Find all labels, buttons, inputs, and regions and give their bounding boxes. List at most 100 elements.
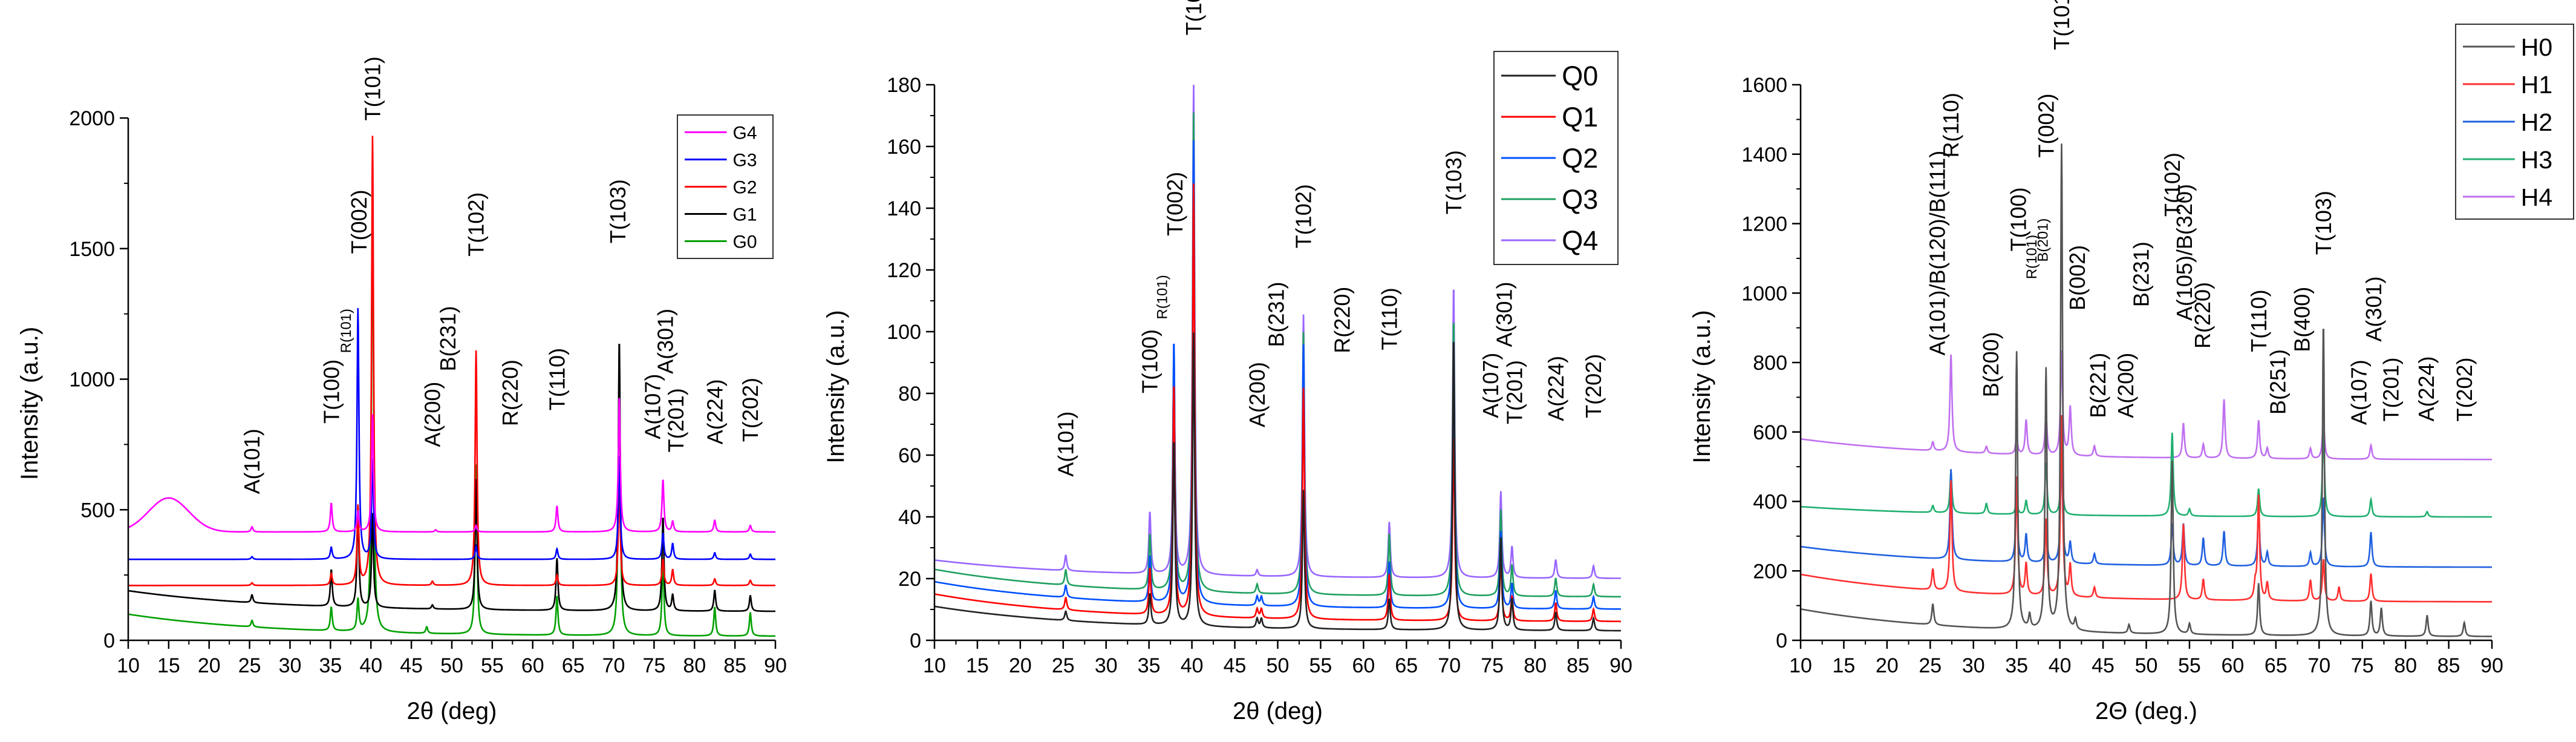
y-tick-label: 800 [1753,352,1787,375]
series-line-Q4 [934,84,1621,579]
y-tick-label: 400 [1753,491,1787,514]
legend-label: H1 [2521,71,2552,99]
y-tick-label: 40 [898,506,921,529]
peak-annotation: A(107) [1478,353,1503,418]
peak-annotation: T(110) [1377,287,1402,350]
x-tick-label: 40 [1181,654,1204,677]
legend-label: G2 [733,177,757,197]
series-line-H3 [1801,430,2492,518]
y-tick-label: 0 [910,629,921,652]
x-tick-label: 55 [1309,654,1332,677]
y-tick-label: 20 [898,568,921,591]
peak-annotation: A(107) [640,374,665,439]
peak-annotation: T(002) [347,189,371,254]
peak-annotation: T(202) [738,378,763,442]
peak-annotation: T(201) [664,388,688,452]
peak-annotation: R(220) [2190,282,2215,349]
y-axis-label: Intensity (a.u.) [16,327,43,480]
legend: H0 H1 H2 H3 H4 [2455,24,2574,220]
x-tick-label: 20 [198,654,221,677]
x-tick-label: 40 [359,654,382,677]
legend-label: H4 [2521,183,2552,211]
x-tick-label: 60 [2221,654,2244,677]
y-tick-label: 600 [1753,421,1787,444]
series-line-G3 [128,307,775,560]
x-tick-label: 75 [1481,654,1504,677]
series-line-Q1 [934,183,1621,623]
peak-annotation: A(107) [2347,360,2372,425]
x-axis-label: 2θ (deg) [1233,698,1323,724]
peak-annotation: A(301) [2361,277,2386,342]
peak-annotation: A(200) [420,382,445,447]
peak-annotation: B(400) [2289,287,2314,352]
x-tick-label: 45 [1224,654,1247,677]
legend: Q0 Q1 Q2 Q3 Q4 [1493,51,1619,265]
peak-annotation: T(102) [1291,184,1316,248]
peak-annotation: A(224) [2414,356,2439,421]
peak-annotation: A(101)/B(120)/B(111) [1925,151,1949,356]
x-tick-label: 55 [481,654,504,677]
x-tick-label: 55 [2178,654,2201,677]
peak-annotation: B(002) [2065,245,2090,310]
x-tick-label: 60 [1352,654,1375,677]
peak-annotation: B(221) [2085,353,2110,418]
y-tick-label: 2000 [69,107,115,130]
peak-annotation: A(224) [702,379,727,444]
x-tick-label: 80 [1524,654,1547,677]
x-tick-label: 25 [1052,654,1075,677]
y-axis-label: Intensity (a.u.) [1689,310,1715,463]
x-tick-label: 75 [2351,654,2374,677]
peak-annotation: T(100) [1138,329,1162,393]
x-tick-label: 45 [2092,654,2115,677]
legend-label: Q2 [1562,143,1598,174]
series-line-G1 [128,344,775,612]
series-line-Q2 [934,140,1621,610]
x-tick-label: 80 [2394,654,2417,677]
peak-annotation: B(231) [435,306,460,371]
legend-label: Q4 [1562,225,1598,256]
x-tick-label: 70 [1438,654,1461,677]
y-tick-label: 120 [887,259,921,282]
peak-annotation: R(101) [1154,275,1170,319]
y-tick-label: 180 [887,74,921,97]
peak-annotation: R(220) [1330,287,1355,353]
peak-annotation: T(101) [1181,0,1206,35]
peak-annotation: T(103) [605,179,630,243]
x-tick-label: 70 [2307,654,2330,677]
chart-panel-h: 10 15 20 25 30 35 40 45 50 55 60 65 70 75 80 85 90 0 200 40… [1689,0,2574,724]
y-tick-label: 1600 [1741,74,1787,97]
peak-annotation: T(202) [1581,354,1606,418]
peak-annotation: B(200) [1978,332,2003,397]
legend-label: Q3 [1562,184,1598,215]
legend-label: H0 [2521,33,2552,61]
y-tick-label: 200 [1753,560,1787,583]
peak-annotation: T(101) [2049,0,2074,50]
peak-annotation: R(101) [2024,235,2040,279]
peak-annotation: T(201) [1502,360,1527,424]
x-tick-label: 50 [1267,654,1290,677]
legend-label: Q0 [1562,61,1598,91]
x-tick-label: 85 [2437,654,2460,677]
series-line-H4 [1800,350,2492,461]
y-tick-label: 500 [80,499,115,522]
peak-annotation: A(101) [240,428,264,494]
series-line-Q3 [934,112,1621,598]
y-tick-label: 100 [887,321,921,344]
legend-label: G3 [733,150,757,170]
peak-annotation: A(301) [653,309,678,374]
y-tick-label: 60 [898,444,921,467]
x-tick-label: 75 [642,654,665,677]
x-tick-label: 20 [1009,654,1032,677]
legend-label: H2 [2521,108,2552,136]
x-tick-label: 65 [2265,654,2287,677]
y-tick-label: 0 [1776,629,1787,652]
y-tick-label: 1000 [69,369,115,392]
x-tick-label: 80 [683,654,706,677]
series-line-G2 [128,136,775,586]
x-tick-label: 90 [2480,654,2503,677]
x-tick-label: 70 [602,654,625,677]
x-tick-label: 50 [2135,654,2158,677]
x-tick-label: 30 [1962,654,1985,677]
x-tick-label: 65 [1395,654,1418,677]
